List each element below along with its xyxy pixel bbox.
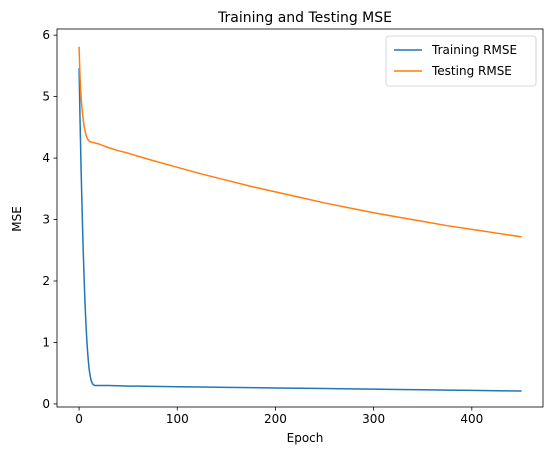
legend: Training RMSE Testing RMSE (385, 35, 537, 87)
x-axis-label: Epoch (287, 431, 324, 445)
chart-title: Training and Testing MSE (217, 10, 392, 26)
y-tick-label: 6 (42, 28, 50, 42)
x-tick-label: 0 (75, 412, 83, 426)
x-tick-label: 300 (362, 412, 385, 426)
axes-frame (56, 28, 544, 408)
x-tick-label: 400 (460, 412, 483, 426)
y-axis-label: MSE (10, 206, 24, 232)
y-tick-label: 4 (42, 151, 50, 165)
legend-box (385, 35, 537, 87)
legend-label-2: Testing RMSE (431, 64, 512, 78)
x-tick-label: 100 (166, 412, 189, 426)
series-line-1 (78, 68, 522, 392)
y-tick-label: 0 (42, 397, 50, 411)
series-line-2 (78, 46, 522, 238)
y-tick-label: 5 (42, 90, 50, 104)
legend-label-1: Training RMSE (431, 43, 517, 57)
y-tick-label: 2 (42, 274, 50, 288)
x-tick-label: 200 (264, 412, 287, 426)
y-tick-label: 1 (42, 335, 50, 349)
y-tick-label: 3 (42, 213, 50, 227)
plot-area: 0 100 200 300 400 0 1 2 3 4 5 6 (42, 28, 544, 426)
